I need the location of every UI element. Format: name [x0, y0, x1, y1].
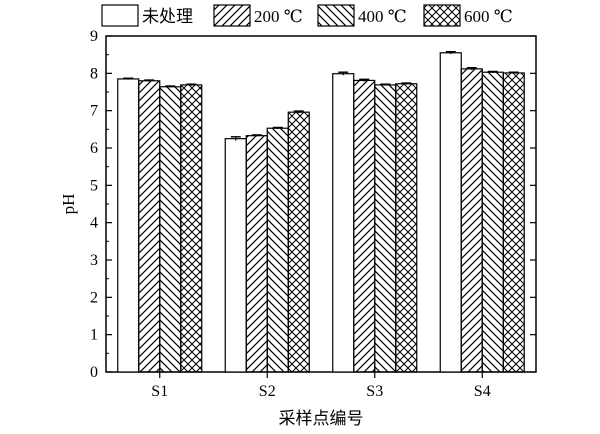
y-axis-title: pH: [59, 194, 78, 215]
bar-S1-series-2: [159, 86, 182, 373]
y-axis: 0 1 2 3 4 5 6 7 8 9: [90, 28, 536, 381]
bar-S4-series-0: [439, 52, 462, 373]
bar-S3-series-1: [353, 79, 376, 373]
y-tick-label: 9: [90, 28, 98, 45]
y-tick-label: 2: [90, 289, 98, 306]
plot-area: 0 1 2 3 4 5 6 7 8 9 S1 S2 S3 S4: [90, 28, 537, 400]
bar-S1-series-0: [117, 78, 140, 373]
y-tick-label: 3: [90, 252, 98, 269]
bar-S1-series-1: [138, 80, 161, 373]
legend-swatch-2: [317, 4, 355, 27]
bar-S2-series-1: [245, 135, 268, 373]
legend: 未处理 200 ℃ 400 ℃ 600 ℃: [101, 4, 513, 27]
bar-S4-series-1: [460, 68, 483, 373]
bar-S2-series-0: [224, 138, 247, 373]
y-tick-label: 4: [90, 215, 98, 232]
legend-swatch-1: [213, 4, 251, 27]
bars: [117, 50, 525, 373]
x-tick-label: S3: [366, 383, 383, 400]
x-tick-label: S4: [474, 383, 491, 400]
y-tick-label: 5: [90, 177, 98, 194]
y-tick-label: 1: [90, 327, 98, 344]
legend-label-2: 400 ℃: [358, 7, 407, 26]
y-tick-label: 0: [90, 364, 98, 381]
x-axis: S1 S2 S3 S4: [151, 372, 491, 400]
legend-label-3: 600 ℃: [464, 7, 513, 26]
bar-S2-series-2: [266, 127, 289, 373]
y-tick-label: 6: [90, 140, 98, 157]
x-axis-title: 采样点编号: [279, 409, 364, 428]
x-tick-label: S1: [151, 383, 168, 400]
bar-S1-series-3: [180, 84, 203, 373]
legend-label-1: 200 ℃: [254, 7, 303, 26]
legend-label-0: 未处理: [142, 7, 193, 26]
y-tick-label: 8: [90, 65, 98, 82]
bar-S3-series-3: [395, 83, 418, 373]
legend-swatch-0: [101, 4, 139, 27]
bar-S4-series-2: [481, 71, 504, 373]
bar-S2-series-3: [287, 111, 310, 373]
legend-swatch-3: [423, 4, 461, 27]
y-tick-label: 7: [90, 103, 98, 120]
x-tick-label: S2: [259, 383, 276, 400]
bar-S3-series-0: [332, 73, 355, 373]
bar-S4-series-3: [502, 72, 525, 373]
bar-S3-series-2: [374, 84, 397, 373]
